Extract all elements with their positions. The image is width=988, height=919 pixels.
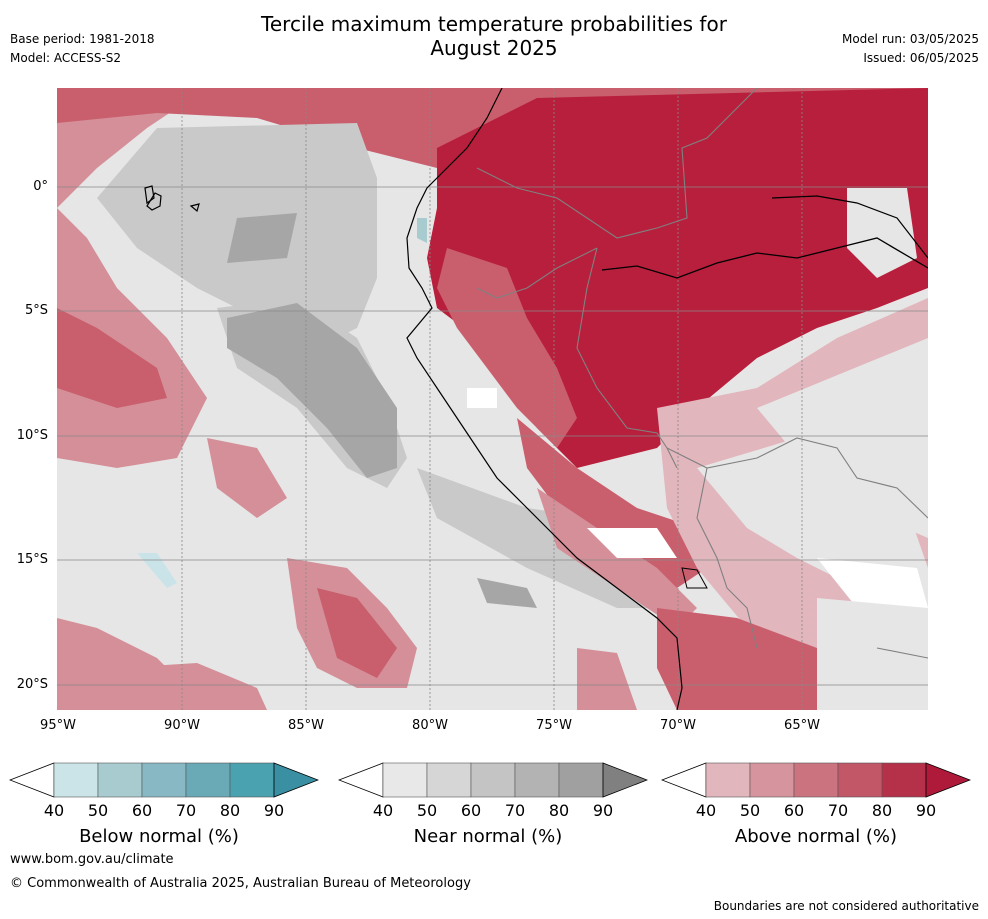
near-colorbar-segment <box>514 762 560 798</box>
below-normal-region <box>137 553 177 588</box>
above-normal-region <box>57 208 207 468</box>
near-normal-strong-region <box>227 303 397 478</box>
below-colorbar-tick-label: 50 <box>87 801 109 820</box>
near-normal-strong-region <box>227 213 297 263</box>
below-colorbar-tick-label: 70 <box>175 801 197 820</box>
title-line-2: August 2025 <box>430 36 558 60</box>
map-title: Tercile maximum temperature probabilitie… <box>0 12 988 60</box>
near-colorbar-min-extension <box>338 762 384 798</box>
lat-label-15s: 15°S <box>16 552 48 567</box>
below-colorbar-segment <box>229 762 275 798</box>
above-normal-region <box>657 608 817 710</box>
near-normal-region <box>757 338 928 538</box>
above-normal-region <box>577 648 637 710</box>
lon-label-70w: 70°W <box>660 718 696 733</box>
title-line-1: Tercile maximum temperature probabilitie… <box>261 12 727 36</box>
near-colorbar-tick-label: 50 <box>416 801 438 820</box>
above-normal-region <box>437 248 577 448</box>
above-colorbar-tick-label: 40 <box>695 801 717 820</box>
below-colorbar-segment <box>185 762 231 798</box>
below-colorbar-segment <box>53 762 99 798</box>
lon-label-95w: 95°W <box>40 718 76 733</box>
near-colorbar-max-extension <box>602 762 648 798</box>
lat-label-0: 0° <box>33 179 48 194</box>
above-colorbar-max-extension <box>925 762 971 798</box>
issued-label: Issued: 06/05/2025 <box>863 51 979 65</box>
above-normal-region <box>57 308 167 408</box>
above-colorbar-segment <box>837 762 883 798</box>
lat-label-5s: 5°S <box>24 303 48 318</box>
near-colorbar-tick-label: 60 <box>460 801 482 820</box>
no-signal-region <box>467 388 497 408</box>
below-colorbar-min-extension <box>9 762 55 798</box>
lon-label-75w: 75°W <box>536 718 572 733</box>
near-normal-colorbar <box>338 762 648 798</box>
footer-copyright: © Commonwealth of Australia 2025, Austra… <box>10 876 471 891</box>
below-colorbar-tick-label: 80 <box>219 801 241 820</box>
footer-note: Boundaries are not considered authoritat… <box>713 899 979 913</box>
near-colorbar-segment <box>382 762 428 798</box>
coastline <box>406 88 683 710</box>
amazon-river <box>601 237 928 279</box>
above-colorbar-tick-label: 80 <box>871 801 893 820</box>
above-normal-region <box>317 588 397 678</box>
lat-label-20s: 20°S <box>16 677 48 692</box>
river <box>771 195 928 259</box>
above-colorbar-tick-label: 60 <box>783 801 805 820</box>
no-signal-region <box>817 558 928 608</box>
model-label: Model: ACCESS-S2 <box>10 51 122 65</box>
lon-label-65w: 65°W <box>784 718 820 733</box>
near-colorbar-segment <box>558 762 604 798</box>
lake-titicaca <box>681 567 708 589</box>
above-normal-colorbar <box>661 762 971 798</box>
galapagos-islands <box>144 185 200 213</box>
below-colorbar-tick-label: 90 <box>263 801 285 820</box>
above-colorbar-tick-label: 50 <box>739 801 761 820</box>
above-colorbar-min-extension <box>661 762 707 798</box>
latitude-lines <box>57 186 928 686</box>
near-colorbar-segment <box>426 762 472 798</box>
lon-label-85w: 85°W <box>288 718 324 733</box>
near-colorbar-segment <box>470 762 516 798</box>
below-colorbar-segment <box>141 762 187 798</box>
above-colorbar-segment <box>881 762 927 798</box>
below-normal-title: Below normal (%) <box>79 826 239 847</box>
below-colorbar-tick-label: 40 <box>43 801 65 820</box>
below-colorbar-max-extension <box>273 762 319 798</box>
lon-label-80w: 80°W <box>412 718 448 733</box>
below-colorbar-tick-label: 60 <box>131 801 153 820</box>
probability-map <box>57 88 928 710</box>
above-colorbar-segment <box>793 762 839 798</box>
near-colorbar-tick-label: 40 <box>372 801 394 820</box>
near-colorbar-tick-label: 90 <box>592 801 614 820</box>
near-colorbar-tick-label: 70 <box>504 801 526 820</box>
footer-url: www.bom.gov.au/climate <box>10 852 174 867</box>
above-colorbar-tick-label: 70 <box>827 801 849 820</box>
near-normal-title: Near normal (%) <box>413 826 563 847</box>
above-colorbar-segment <box>705 762 751 798</box>
model-run-label: Model run: 03/05/2025 <box>841 32 979 46</box>
base-period-label: Base period: 1981-2018 <box>10 32 155 46</box>
lat-label-10s: 10°S <box>16 428 48 443</box>
near-normal-strong-region <box>477 578 537 608</box>
above-normal-region <box>117 663 267 710</box>
no-signal-region <box>587 528 677 558</box>
below-colorbar-segment <box>97 762 143 798</box>
near-normal-region <box>817 598 928 710</box>
near-normal-region <box>847 188 917 278</box>
above-colorbar-tick-label: 90 <box>915 801 937 820</box>
below-normal-region <box>417 218 427 243</box>
near-colorbar-tick-label: 80 <box>548 801 570 820</box>
lon-label-90w: 90°W <box>164 718 200 733</box>
country-borders <box>476 88 928 659</box>
above-normal-title: Above normal (%) <box>734 826 898 847</box>
above-normal-region <box>207 438 287 518</box>
below-normal-colorbar <box>9 762 319 798</box>
above-colorbar-segment <box>749 762 795 798</box>
